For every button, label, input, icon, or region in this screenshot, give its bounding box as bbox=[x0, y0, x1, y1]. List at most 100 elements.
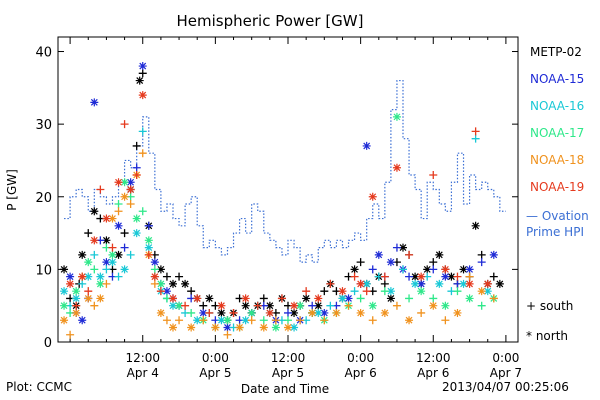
data-point-metp-02 bbox=[435, 250, 444, 259]
legend: METP-02 NOAA-15 NOAA-16 NOAA-17 NOAA-18 NOAA-… bbox=[526, 45, 589, 343]
data-point-noaa-19 bbox=[326, 279, 335, 288]
data-point-metp-02 bbox=[259, 294, 268, 303]
data-point-noaa-17 bbox=[405, 294, 414, 303]
data-point-noaa-16 bbox=[459, 279, 468, 288]
data-point-noaa-18 bbox=[284, 323, 292, 332]
data-point-noaa-15 bbox=[465, 265, 474, 274]
data-point-noaa-19 bbox=[253, 301, 262, 310]
data-point-noaa-16 bbox=[60, 287, 69, 296]
data-point-metp-02 bbox=[302, 294, 311, 303]
data-point-noaa-17 bbox=[114, 200, 123, 209]
data-point-metp-02 bbox=[181, 279, 190, 288]
data-point-noaa-19 bbox=[362, 287, 371, 296]
data-point-noaa-15 bbox=[429, 265, 438, 274]
data-point-metp-02 bbox=[495, 279, 504, 288]
data-point-noaa-18 bbox=[356, 308, 365, 317]
data-point-noaa-17 bbox=[187, 308, 196, 317]
data-point-metp-02 bbox=[175, 272, 184, 281]
data-point-noaa-19 bbox=[205, 308, 214, 317]
data-point-noaa-15 bbox=[374, 250, 383, 259]
data-point-noaa-17 bbox=[380, 287, 389, 296]
data-point-noaa-16 bbox=[120, 265, 129, 274]
data-point-noaa-18 bbox=[453, 308, 462, 317]
data-point-noaa-17 bbox=[90, 265, 99, 274]
data-point-noaa-17 bbox=[429, 294, 438, 303]
data-point-noaa-18 bbox=[72, 308, 81, 317]
data-point-metp-02 bbox=[187, 287, 196, 296]
data-point-noaa-19 bbox=[453, 272, 462, 281]
data-point-metp-02 bbox=[380, 279, 389, 288]
data-point-noaa-19 bbox=[338, 287, 347, 296]
data-point-noaa-19 bbox=[181, 301, 190, 310]
data-point-metp-02 bbox=[60, 265, 69, 274]
data-point-metp-02 bbox=[399, 243, 407, 252]
data-points bbox=[60, 62, 504, 339]
data-point-noaa-17 bbox=[356, 294, 365, 303]
data-point-noaa-18 bbox=[108, 214, 117, 223]
x-tick-date-label: Apr 7 bbox=[490, 366, 522, 380]
data-point-noaa-18 bbox=[344, 301, 353, 310]
data-point-noaa-17 bbox=[138, 207, 147, 216]
data-point-noaa-18 bbox=[150, 279, 159, 288]
data-point-noaa-17 bbox=[132, 214, 141, 223]
data-point-noaa-16 bbox=[326, 301, 335, 310]
data-point-noaa-18 bbox=[392, 301, 401, 310]
data-point-noaa-15 bbox=[120, 243, 129, 252]
data-point-noaa-16 bbox=[290, 323, 299, 332]
x-tick-date-label: Apr 6 bbox=[417, 366, 449, 380]
data-point-noaa-18 bbox=[332, 308, 341, 317]
data-point-noaa-18 bbox=[114, 207, 123, 216]
data-point-noaa-18 bbox=[126, 200, 135, 209]
data-point-metp-02 bbox=[489, 272, 498, 281]
data-point-noaa-16 bbox=[193, 316, 202, 325]
data-point-noaa-16 bbox=[241, 316, 250, 325]
data-point-noaa-18 bbox=[187, 323, 196, 332]
data-point-noaa-19 bbox=[114, 178, 123, 187]
y-axis-label: P [GW] bbox=[5, 169, 19, 211]
data-point-noaa-18 bbox=[271, 316, 280, 325]
data-point-noaa-18 bbox=[175, 316, 184, 325]
data-point-noaa-18 bbox=[102, 279, 111, 288]
data-point-noaa-15 bbox=[138, 62, 147, 71]
data-point-metp-02 bbox=[132, 141, 141, 150]
data-point-noaa-19 bbox=[138, 91, 147, 100]
y-tick-label: 20 bbox=[35, 191, 52, 206]
ovation-line bbox=[64, 79, 506, 263]
data-point-noaa-15 bbox=[284, 308, 292, 317]
data-point-metp-02 bbox=[477, 250, 486, 259]
data-point-metp-02 bbox=[411, 272, 420, 281]
data-point-noaa-19 bbox=[277, 294, 286, 303]
y-tick-label: 10 bbox=[35, 263, 52, 278]
data-point-noaa-17 bbox=[441, 301, 450, 310]
data-point-noaa-19 bbox=[78, 272, 87, 281]
data-point-noaa-15 bbox=[477, 258, 486, 267]
data-point-noaa-19 bbox=[265, 308, 274, 317]
data-point-noaa-16 bbox=[114, 272, 123, 281]
data-point-noaa-17 bbox=[259, 316, 268, 325]
x-tick-date-label: Apr 4 bbox=[127, 366, 159, 380]
data-point-noaa-16 bbox=[362, 279, 371, 288]
data-point-noaa-18 bbox=[477, 287, 486, 296]
data-point-noaa-18 bbox=[429, 301, 438, 310]
data-point-noaa-19 bbox=[102, 214, 111, 223]
data-point-noaa-16 bbox=[217, 316, 226, 325]
data-point-noaa-18 bbox=[368, 316, 377, 325]
x-tick-label: 12:00 bbox=[125, 351, 160, 365]
x-tick-label: 0:00 bbox=[347, 351, 374, 365]
data-point-noaa-19 bbox=[471, 127, 480, 136]
data-point-noaa-16 bbox=[338, 294, 347, 303]
data-point-noaa-16 bbox=[314, 308, 323, 317]
data-point-noaa-18 bbox=[308, 308, 317, 317]
marker-legend-north: * north bbox=[526, 329, 568, 343]
data-point-noaa-18 bbox=[489, 294, 498, 303]
ovation-hpi-line bbox=[64, 79, 506, 263]
data-point-metp-02 bbox=[241, 301, 250, 310]
data-point-noaa-18 bbox=[84, 294, 93, 303]
footer-credit: Plot: CCMC bbox=[6, 380, 72, 394]
data-point-noaa-15 bbox=[199, 308, 208, 317]
legend-ovation-line2: Prime HPI bbox=[526, 225, 584, 239]
data-point-metp-02 bbox=[138, 69, 147, 78]
data-point-noaa-15 bbox=[344, 294, 353, 303]
data-point-noaa-18 bbox=[296, 316, 305, 325]
